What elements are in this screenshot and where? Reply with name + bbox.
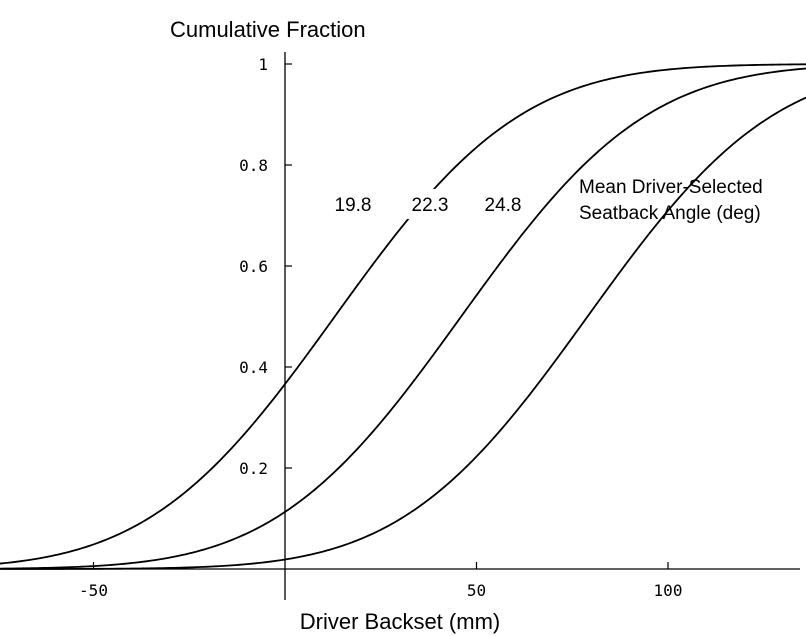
series-line-22.3 [0, 67, 806, 570]
annotation-line-2: Seatback Angle (deg) [579, 203, 761, 224]
y-tick-label-1: 1 [258, 55, 268, 74]
y-tick-label-0.4: 0.4 [239, 358, 268, 377]
series-labels-group: 19.8 22.3 24.8 [327, 189, 529, 219]
series-group [0, 63, 806, 570]
series-label-19.8: 19.8 [335, 195, 372, 216]
x-tick-label--50: -50 [79, 581, 108, 600]
series-label-bg-22.3 [404, 189, 456, 219]
annotation-line-1: Mean Driver-Selected [579, 177, 763, 198]
series-label-22.3: 22.3 [412, 195, 449, 216]
series-label-bg-19.8 [327, 189, 379, 219]
series-label-bg-24.8 [477, 189, 529, 219]
x-tick-label-50: 50 [467, 581, 486, 600]
y-tick-label-0.8: 0.8 [239, 156, 268, 175]
y-tick-label-0.6: 0.6 [239, 257, 268, 276]
ticks-group: -100-50501001502000.20.40.60.81 [79, 55, 683, 600]
series-line-19.8 [0, 63, 806, 565]
x-axis-title: Driver Backset (mm) [300, 609, 500, 634]
y-tick-label-0.2: 0.2 [239, 459, 268, 478]
x-tick-label-100: 100 [654, 581, 683, 600]
series-line-24.8 [0, 96, 806, 570]
y-axis-title: Cumulative Fraction [170, 17, 366, 42]
series-label-24.8: 24.8 [485, 195, 522, 216]
